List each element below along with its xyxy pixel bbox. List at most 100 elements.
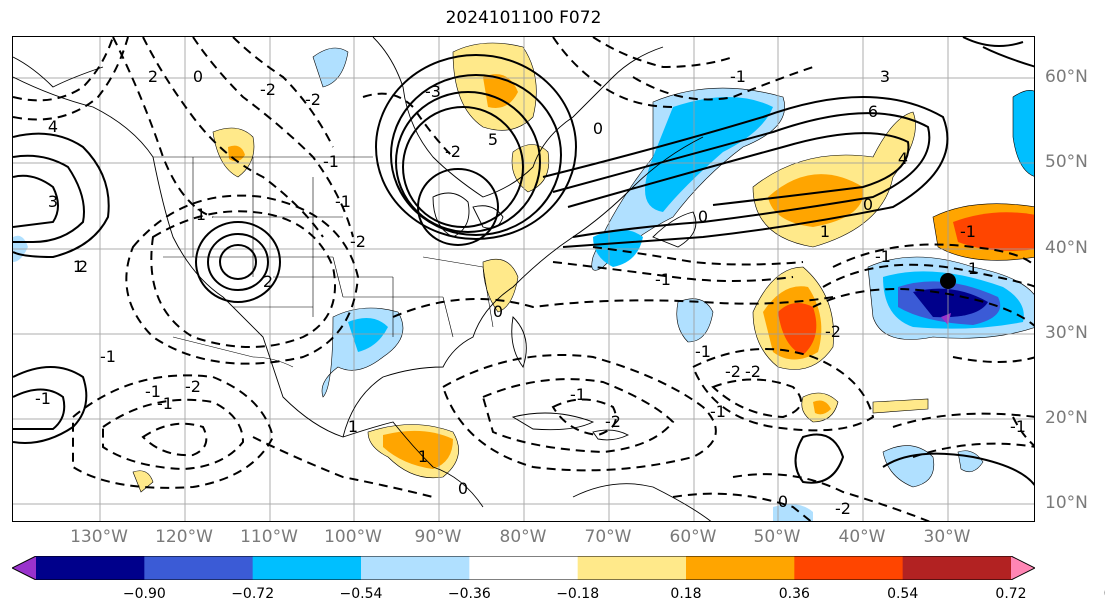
colorbar-tick-label: 0.90	[1104, 586, 1105, 602]
shade-positive-region	[383, 430, 453, 469]
contour-label: -2	[745, 362, 761, 381]
contour-label: -1	[157, 394, 173, 413]
contour-label: 0	[458, 479, 468, 498]
colorbar-segment	[469, 556, 579, 580]
shade-negative-region	[913, 288, 988, 318]
longitude-label: 80°W	[499, 527, 547, 547]
contour-label: -1	[570, 385, 586, 404]
latitude-label: 50°N	[1045, 152, 1088, 172]
contour-label: -2	[305, 90, 321, 109]
shade-negative-region	[645, 97, 773, 212]
shade-positive-region	[872, 398, 929, 414]
dashed-contours	[13, 37, 1034, 521]
shade-positive-region	[813, 400, 831, 415]
shade-negative-region	[773, 503, 813, 521]
colorbar	[12, 556, 1035, 580]
contour-label: -3	[425, 82, 441, 101]
contour-label: -2	[825, 322, 841, 341]
latitude-label: 20°N	[1045, 408, 1088, 428]
shade-positive-region	[511, 144, 550, 193]
colorbar-segment	[144, 556, 254, 580]
colorbar-segment	[12, 556, 36, 580]
contour-label: -1	[695, 342, 711, 361]
colorbar-segment	[577, 556, 687, 580]
longitude-label: 100°W	[324, 527, 382, 547]
contour-label: -1	[710, 402, 726, 421]
shade-positive-region	[483, 74, 518, 108]
contour-label: -1	[335, 192, 351, 211]
solid-contours	[13, 37, 1034, 487]
contour-label: -1	[100, 347, 116, 366]
political-borders	[153, 156, 494, 368]
colorbar-tick-label: 0.72	[995, 586, 1027, 602]
contour-label: 1	[418, 447, 428, 466]
contour-label: -2	[835, 499, 851, 518]
shade-positive-region	[768, 174, 864, 227]
colorbar-segment	[686, 556, 795, 580]
contour-labels: -1-1-2-2-1-1-2-3-2-1-1-2 -2-1-2-1-1-2-134…	[35, 67, 1026, 518]
contour-label: -2	[350, 232, 366, 251]
contour-label: -1	[655, 270, 671, 289]
longitude-label: 30°W	[923, 527, 971, 547]
contour-label: 3	[880, 67, 890, 86]
contour-label: -2	[445, 142, 461, 161]
longitude-label: 70°W	[584, 527, 632, 547]
shade-positive-region	[778, 303, 817, 355]
contour-label: 0	[193, 67, 203, 86]
longitude-label: 40°W	[838, 527, 886, 547]
contour-label: 0	[593, 119, 603, 138]
contour-label: 2	[263, 272, 273, 291]
shade-negative-region	[593, 229, 643, 267]
contour-label: -1	[145, 382, 161, 401]
contour-label: 0	[493, 302, 503, 321]
colorbar-tick-label: −0.54	[339, 586, 383, 602]
shade-negative-region	[676, 298, 714, 343]
shading-layer	[13, 42, 1034, 521]
colorbar-tick-label: 0.54	[887, 586, 919, 602]
location-marker	[940, 273, 956, 289]
colorbar-tick-label: 0.36	[778, 586, 810, 602]
contour-label: -2	[185, 377, 201, 396]
contour-label: 3	[48, 192, 58, 211]
contour-label: 0	[778, 492, 788, 511]
contour-label: 1	[348, 417, 358, 436]
contour-label: 2	[148, 67, 158, 86]
contour-label: -2	[260, 80, 276, 99]
latitude-label: 30°N	[1045, 323, 1088, 343]
longitude-label: 130°W	[70, 527, 128, 547]
contour-label: -1	[875, 247, 891, 266]
longitude-label: 120°W	[155, 527, 213, 547]
colorbar-segment	[36, 556, 145, 580]
longitude-label: 50°W	[753, 527, 801, 547]
contour-label: 1	[196, 205, 206, 224]
colorbar-tick-label: −0.90	[122, 586, 166, 602]
contour-label: -1	[730, 67, 746, 86]
contour-label: 1	[73, 257, 83, 276]
contour-label: 1	[968, 259, 978, 278]
colorbar-tick-label: −0.72	[231, 586, 275, 602]
contour-label: 5	[488, 130, 498, 149]
contour-label: -2	[725, 362, 741, 381]
figure-title: 2024101100 F072	[445, 8, 602, 28]
contour-label: -1	[35, 389, 51, 408]
map-panel: -1 -1 -2 -2 -1 -1 -2 -3 -2 -1 -1 -2 -2 -1 -2 -1 -1 -2 -1 3 4…	[12, 36, 1035, 522]
contour-label: -1	[1010, 417, 1026, 436]
latitude-label: 60°N	[1045, 67, 1088, 87]
contour-label: 0	[863, 195, 873, 214]
shade-negative-region	[348, 318, 388, 352]
contour-label: -1	[323, 152, 339, 171]
contour-label: 4	[898, 149, 908, 168]
shade-negative-region	[957, 450, 984, 473]
colorbar-segment	[794, 556, 904, 580]
coastlines	[13, 37, 712, 521]
shade-negative-region	[1012, 90, 1034, 177]
shade-negative-region	[312, 47, 349, 88]
colorbar-segment	[252, 556, 362, 580]
colorbar-tick-label: −0.36	[447, 586, 491, 602]
shade-positive-region	[132, 470, 154, 493]
shade-positive-region	[953, 212, 1034, 251]
contour-label: -1	[960, 222, 976, 241]
shade-negative-region	[882, 445, 935, 488]
colorbar-tick-label: 0.18	[670, 586, 702, 602]
contour-label: 2	[78, 257, 88, 276]
